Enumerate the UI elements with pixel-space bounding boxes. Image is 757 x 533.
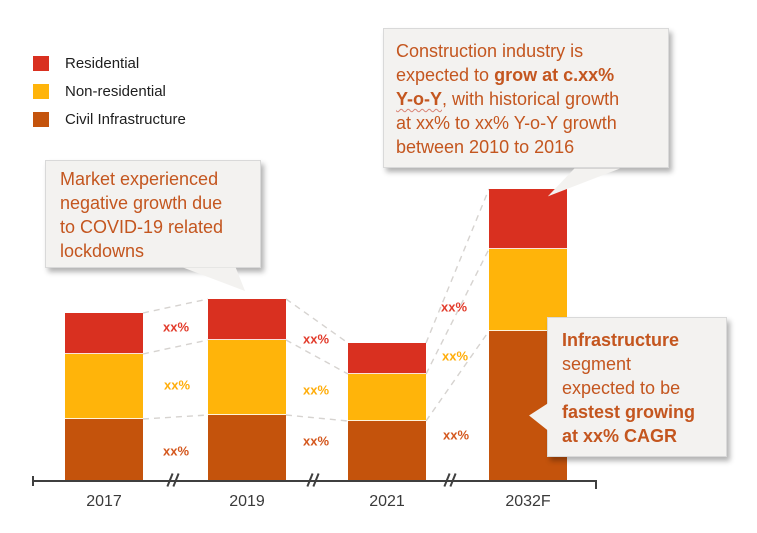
legend-label: Residential xyxy=(65,55,140,72)
bar-2017-residential xyxy=(65,313,143,354)
bar-2032F-residential xyxy=(489,189,567,249)
legend-label: Civil Infrastructure xyxy=(65,111,186,128)
growth-label-non-residential: xx% xyxy=(163,377,191,393)
callout-construction-growth: Construction industry is expected to gro… xyxy=(383,28,669,197)
callout-covid-lockdowns: Market experienced negative growth due t… xyxy=(45,160,261,291)
bar-2021-civil-infrastructure xyxy=(348,421,426,480)
growth-label-civil-infrastructure: xx% xyxy=(302,433,330,449)
x-axis-right-cap xyxy=(595,480,597,489)
callout-infrastructure-text: Infrastructure segment expected to be fa… xyxy=(562,328,712,448)
legend-item-residential: Residential xyxy=(33,56,186,71)
callout-text-segment: segment expected to be xyxy=(562,354,681,398)
legend: Residential Non-residential Civil Infras… xyxy=(33,56,186,140)
non-residential-swatch xyxy=(33,84,49,99)
growth-label-non-residential: xx% xyxy=(441,348,469,364)
callout-text-segment: Construction industry is expected to xyxy=(396,41,584,85)
legend-item-civil-infrastructure: Civil Infrastructure xyxy=(33,112,186,127)
callout-infrastructure-cagr: Infrastructure segment expected to be fa… xyxy=(529,317,727,457)
bar-2017-non-residential xyxy=(65,354,143,419)
growth-label-residential: xx% xyxy=(302,331,330,347)
callout-text-segment-bold-wavy: Y-o-Y xyxy=(396,89,443,109)
category-label-2032F: 2032F xyxy=(505,493,551,510)
callout-text-segment-bold: fastest growing at xx% CAGR xyxy=(562,402,696,446)
x-axis-left-cap xyxy=(32,476,34,486)
callout-construction-text: Construction industry is expected to gro… xyxy=(396,39,656,159)
growth-label-residential: xx% xyxy=(162,319,190,335)
bar-2021-non-residential xyxy=(348,374,426,421)
category-label-2019: 2019 xyxy=(229,493,265,510)
growth-label-civil-infrastructure: xx% xyxy=(162,443,190,459)
bar-2019-civil-infrastructure xyxy=(208,415,286,480)
category-label-2017: 2017 xyxy=(86,493,122,510)
category-label-2021: 2021 xyxy=(369,493,405,510)
bar-2019-non-residential xyxy=(208,340,286,415)
legend-item-non-residential: Non-residential xyxy=(33,84,186,99)
callout-text-segment: , with historical growth at xx% to xx% Y… xyxy=(396,89,620,157)
growth-label-non-residential: xx% xyxy=(302,382,330,398)
callout-text-segment-bold: Infrastructure xyxy=(562,330,680,350)
callout-covid-text: Market experienced negative growth due t… xyxy=(60,167,246,263)
bar-2021-residential xyxy=(348,343,426,374)
legend-label: Non-residential xyxy=(65,83,166,100)
bar-2017-civil-infrastructure xyxy=(65,419,143,480)
bar-2019-residential xyxy=(208,299,286,340)
growth-label-civil-infrastructure: xx% xyxy=(442,427,470,443)
callout-text-segment-bold: grow at c.xx% xyxy=(494,65,615,85)
residential-swatch xyxy=(33,56,49,71)
growth-label-residential: xx% xyxy=(440,299,468,315)
callout-text-segment: Market experienced negative growth due t… xyxy=(60,169,224,261)
civil-infrastructure-swatch xyxy=(33,112,49,127)
